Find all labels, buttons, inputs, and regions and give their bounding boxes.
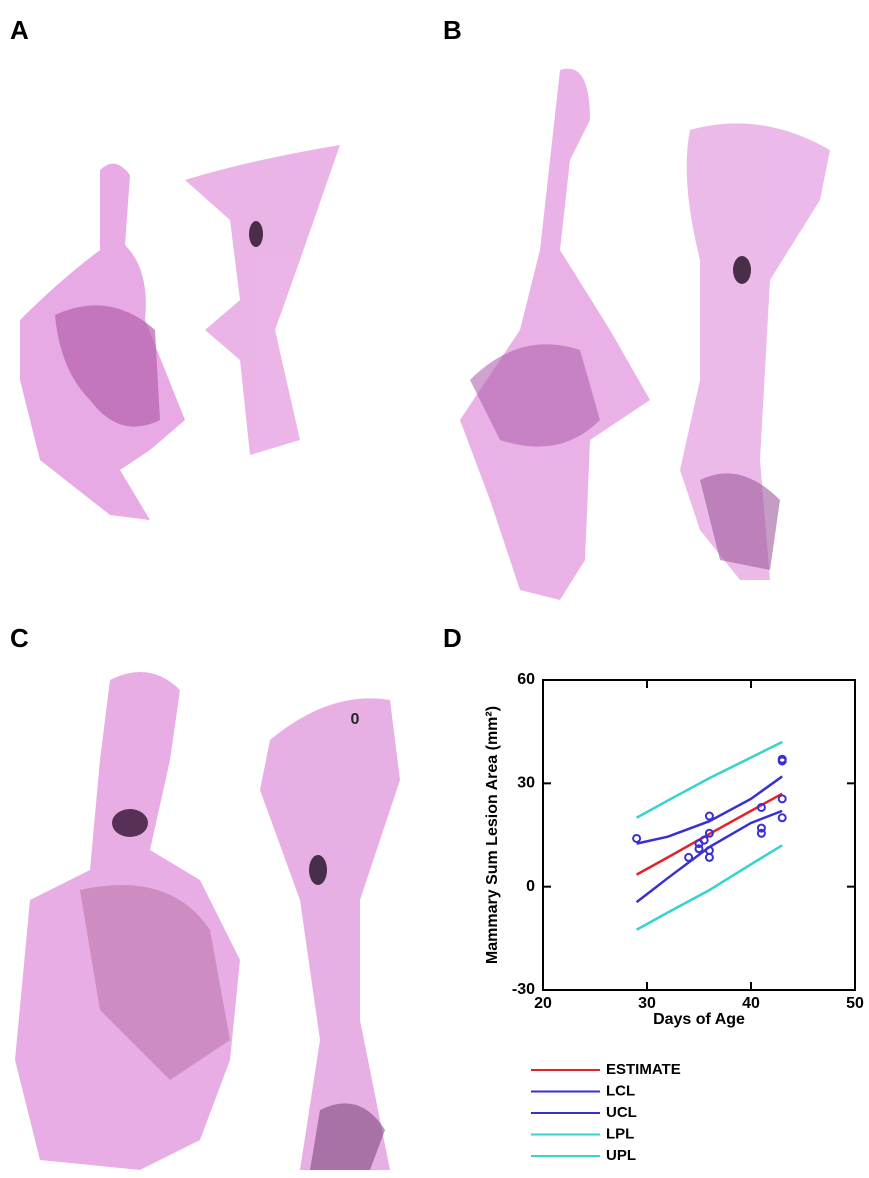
- data-point: [777, 756, 787, 766]
- y-tick-label: 0: [526, 878, 535, 895]
- series-line: [635, 792, 783, 876]
- data-point: [704, 811, 714, 821]
- x-tick-label: 40: [742, 995, 760, 1012]
- data-point: [704, 852, 714, 862]
- series-line: [635, 844, 783, 931]
- x-tick-label: 30: [638, 995, 656, 1012]
- x-tick-label: 50: [846, 995, 864, 1012]
- series-line: [635, 740, 783, 819]
- annotation: 0: [351, 711, 360, 728]
- x-axis-title: Days of Age: [653, 1011, 745, 1028]
- data-point: [756, 828, 766, 838]
- data-point: [632, 833, 642, 843]
- data-point: [704, 828, 714, 838]
- tissue-image-a: [20, 145, 340, 521]
- data-point: [699, 835, 709, 845]
- panel-label: D: [443, 623, 462, 653]
- plot-frame: [542, 679, 856, 991]
- legend-label: LPL: [606, 1125, 634, 1142]
- legend-label: UCL: [606, 1104, 637, 1121]
- x-tick-label: 20: [534, 995, 552, 1012]
- legend-label: ESTIMATE: [606, 1061, 681, 1078]
- data-point: [684, 852, 694, 862]
- panel-label: C: [10, 623, 29, 653]
- y-tick-label: 60: [517, 671, 535, 688]
- data-point: [756, 823, 766, 833]
- y-axis-title: Mammary Sum Lesion Area (mm²): [484, 706, 501, 964]
- data-point: [777, 794, 787, 804]
- legend-label: UPL: [606, 1147, 636, 1164]
- tissue-image-b: [460, 68, 830, 601]
- panel-label: B: [443, 15, 462, 45]
- data-point: [756, 802, 766, 812]
- y-tick-label: -30: [512, 981, 535, 998]
- y-tick-label: 30: [517, 775, 535, 792]
- legend-label: LCL: [606, 1082, 635, 1099]
- data-point: [777, 813, 787, 823]
- data-point: [694, 844, 704, 854]
- panel-label: A: [10, 15, 29, 45]
- series-line: [636, 775, 783, 845]
- tissue-image-c: 0: [15, 672, 400, 1170]
